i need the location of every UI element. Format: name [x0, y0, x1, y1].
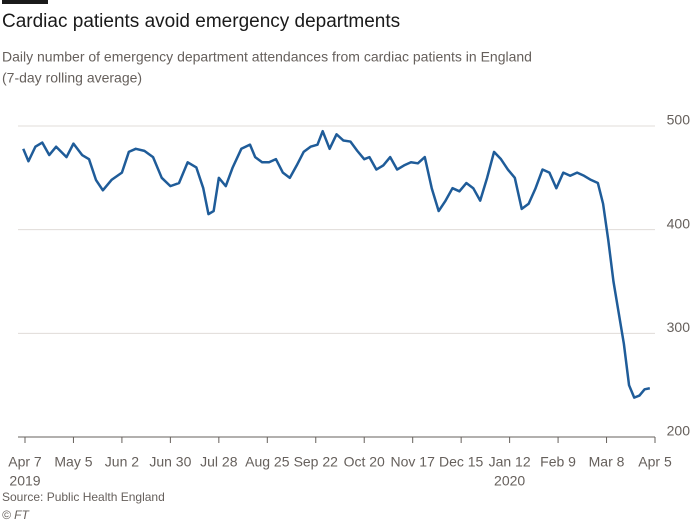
chart-subtitle: Daily number of emergency department att…	[2, 49, 532, 65]
y-tick-label: 300	[667, 319, 691, 335]
title-bar	[2, 0, 48, 4]
y-tick-label: 200	[667, 423, 691, 439]
x-tick-label: Mar 8	[589, 454, 625, 470]
x-tick-label: Jun 2	[105, 454, 139, 470]
credit: © FT	[2, 508, 31, 522]
y-tick-label: 400	[667, 215, 691, 231]
x-tick-label: Jan 12	[489, 454, 531, 470]
chart-title: Cardiac patients avoid emergency departm…	[2, 11, 400, 32]
x-tick-label: Apr 5	[638, 454, 672, 470]
x-tick-label: Jun 30	[149, 454, 191, 470]
x-year-label: 2019	[9, 473, 40, 489]
x-year-label: 2020	[494, 473, 525, 489]
x-tick-label: Jul 28	[200, 454, 238, 470]
x-tick-label: Apr 7	[8, 454, 42, 470]
x-tick-label: Oct 20	[344, 454, 385, 470]
x-tick-label: Dec 15	[439, 454, 484, 470]
y-tick-label: 500	[667, 112, 691, 128]
x-tick-label: Aug 25	[245, 454, 290, 470]
source: Source: Public Health England	[2, 490, 165, 504]
x-tick-label: May 5	[54, 454, 92, 470]
x-tick-label: Nov 17	[391, 454, 436, 470]
x-tick-label: Feb 9	[540, 454, 576, 470]
x-tick-label: Sep 22	[294, 454, 339, 470]
chart-subtitle: (7-day rolling average)	[2, 70, 142, 86]
data-line	[22, 129, 651, 399]
